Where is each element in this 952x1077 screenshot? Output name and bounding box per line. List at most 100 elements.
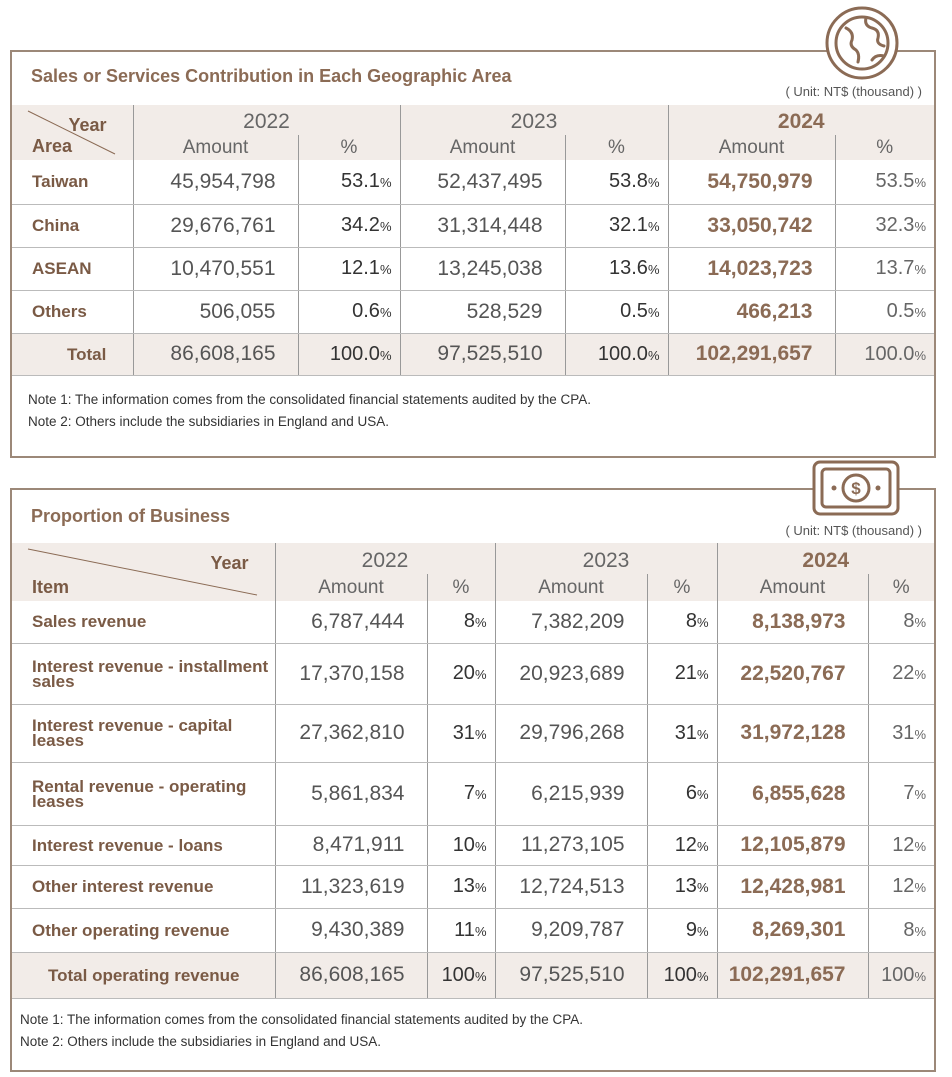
- year-header: 2022: [132, 105, 400, 135]
- pct-cell: 0.6%: [297, 290, 400, 334]
- pct-cell: 100.0%: [834, 333, 934, 376]
- notes: Note 1: The information comes from the c…: [28, 389, 591, 433]
- amount-cell: 45,954,798: [132, 160, 298, 205]
- pct-cell: 8%: [867, 908, 934, 953]
- amount-cell: 9,209,787: [494, 908, 647, 953]
- svg-text:$: $: [851, 479, 861, 498]
- corner-bottom: Item: [32, 577, 70, 597]
- amount-cell: 528,529: [399, 290, 565, 334]
- row-label: Total: [12, 333, 133, 376]
- pct-cell: 13.7%: [834, 247, 934, 291]
- data-row: Interest revenue - loans 8,471,911 10% 11,2…: [12, 825, 934, 866]
- data-row: Sales revenue 6,787,444 8% 7,382,209 8% 8,138…: [12, 601, 934, 644]
- amount-cell: 97,525,510: [399, 333, 565, 376]
- pct-cell: 7%: [867, 762, 934, 826]
- amount-cell: 6,855,628: [716, 762, 868, 826]
- amount-cell: 33,050,742: [667, 204, 835, 248]
- note: Note 2: Others include the subsidiaries …: [28, 414, 389, 429]
- amount-cell: 97,525,510: [494, 952, 647, 999]
- row-label: Others: [12, 290, 133, 334]
- pct-cell: 11%: [426, 908, 495, 953]
- corner-top: Year: [210, 553, 249, 573]
- header-row: Amount% Amount% Amount%: [12, 135, 934, 160]
- amount-cell: 102,291,657: [667, 333, 835, 376]
- amount-cell: 466,213: [667, 290, 835, 334]
- amount-cell: 10,470,551: [132, 247, 298, 291]
- corner-cell: Year Area: [12, 105, 133, 160]
- amount-cell: 6,215,939: [494, 762, 647, 826]
- pct-cell: 10%: [426, 825, 495, 866]
- amount-header: Amount: [667, 135, 835, 160]
- total-row: Total operating revenue 86,608,165 100% 97,…: [12, 952, 934, 999]
- corner-bottom: Area: [32, 136, 73, 156]
- data-row: Other operating revenue 9,430,389 11% 9,209…: [12, 908, 934, 953]
- pct-header: %: [646, 574, 717, 601]
- amount-cell: 12,105,879: [716, 825, 868, 866]
- note: Note 2: Others include the subsidiaries …: [20, 1034, 381, 1049]
- amount-cell: 7,382,209: [494, 601, 647, 644]
- pct-cell: 7%: [426, 762, 495, 826]
- pct-cell: 0.5%: [834, 290, 934, 334]
- row-label: Interest revenue - capital leases: [12, 704, 275, 763]
- amount-cell: 27,362,810: [274, 704, 427, 763]
- data-row: Rental revenue - operating leases 5,861,8…: [12, 762, 934, 826]
- amount-cell: 17,370,158: [274, 643, 427, 705]
- unit: ( Unit: NT$ (thousand) ): [785, 523, 922, 538]
- pct-cell: 100%: [867, 952, 934, 999]
- year-header: 2023: [399, 105, 668, 135]
- pct-cell: 100.0%: [297, 333, 400, 376]
- pct-cell: 100.0%: [564, 333, 668, 376]
- pct-header: %: [426, 574, 495, 601]
- pct-cell: 12%: [646, 825, 717, 866]
- data-row: Other interest revenue 11,323,619 13% 12,72…: [12, 865, 934, 909]
- pct-cell: 0.5%: [564, 290, 668, 334]
- data-table: Year Item 2022 2023 2024 Amount% Amount% Amount…: [12, 543, 934, 999]
- corner-top: Year: [68, 115, 107, 135]
- amount-header: Amount: [716, 574, 868, 601]
- pct-cell: 32.1%: [564, 204, 668, 248]
- pct-cell: 53.8%: [564, 160, 668, 205]
- amount-header: Amount: [132, 135, 298, 160]
- pct-header: %: [564, 135, 668, 160]
- row-label: Taiwan: [12, 160, 133, 205]
- data-table: Year Area 2022 2023 2024 Amount% Amount% Amount…: [12, 105, 934, 376]
- data-row: China 29,676,761 34.2% 31,314,448 32.1% 33,05…: [12, 204, 934, 248]
- note: Note 1: The information comes from the c…: [20, 1012, 584, 1027]
- amount-cell: 8,471,911: [274, 825, 427, 866]
- row-label: Sales revenue: [12, 601, 275, 644]
- pct-cell: 13%: [426, 865, 495, 909]
- data-row: Taiwan 45,954,798 53.1% 52,437,495 53.8% 54,7…: [12, 160, 934, 205]
- pct-header: %: [834, 135, 934, 160]
- pct-cell: 12%: [867, 865, 934, 909]
- amount-cell: 12,428,981: [716, 865, 868, 909]
- pct-cell: 8%: [426, 601, 495, 644]
- panel-title: Sales or Services Contribution in Each G…: [31, 66, 512, 86]
- amount-cell: 5,861,834: [274, 762, 427, 826]
- business-panel: Proportion of Business ( Unit: NT$ (thou…: [10, 488, 936, 1072]
- globe-icon: [825, 6, 899, 80]
- pct-header: %: [297, 135, 400, 160]
- pct-cell: 13.6%: [564, 247, 668, 291]
- data-row: Interest revenue - capital leases 27,362,…: [12, 704, 934, 763]
- amount-cell: 6,787,444: [274, 601, 427, 644]
- amount-header: Amount: [494, 574, 647, 601]
- amount-cell: 13,245,038: [399, 247, 565, 291]
- amount-cell: 31,314,448: [399, 204, 565, 248]
- amount-header: Amount: [399, 135, 565, 160]
- amount-cell: 12,724,513: [494, 865, 647, 909]
- row-label: China: [12, 204, 133, 248]
- corner-cell: Year Item: [12, 543, 275, 601]
- row-label: Other operating revenue: [12, 908, 275, 953]
- panel-title: Proportion of Business: [31, 506, 231, 526]
- year-header: 2022: [274, 543, 495, 574]
- diagonal: [27, 548, 258, 596]
- pct-cell: 12%: [867, 825, 934, 866]
- data-row: Interest revenue - installment sales 17,3…: [12, 643, 934, 705]
- year-header: 2024: [716, 543, 934, 574]
- total-row: Total 86,608,165 100.0% 97,525,510 100.0% 102…: [12, 333, 934, 376]
- amount-cell: 102,291,657: [716, 952, 868, 999]
- diagonal-line: [27, 548, 258, 596]
- row-label: Rental revenue - operating leases: [12, 762, 275, 826]
- header-row: Year Item 2022 2023 2024: [12, 543, 934, 597]
